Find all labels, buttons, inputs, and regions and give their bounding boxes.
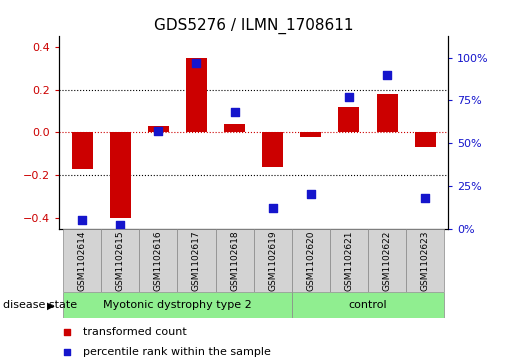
Bar xyxy=(292,229,330,292)
Bar xyxy=(376,94,398,132)
Text: GSM1102622: GSM1102622 xyxy=(383,230,391,291)
Bar xyxy=(215,229,253,292)
Bar xyxy=(63,229,101,292)
Bar xyxy=(139,229,177,292)
Point xyxy=(421,195,430,201)
Point xyxy=(154,128,162,134)
Text: disease state: disease state xyxy=(3,300,77,310)
Bar xyxy=(63,292,292,318)
Bar xyxy=(300,132,321,137)
Bar xyxy=(72,132,93,169)
Text: GSM1102615: GSM1102615 xyxy=(116,230,125,291)
Point xyxy=(345,94,353,100)
Text: GSM1102618: GSM1102618 xyxy=(230,230,239,291)
Bar xyxy=(368,229,406,292)
Point xyxy=(383,72,391,78)
Point xyxy=(230,110,238,115)
Point xyxy=(78,217,86,223)
Text: ▶: ▶ xyxy=(47,300,55,310)
Point xyxy=(192,60,200,66)
Bar xyxy=(186,58,207,132)
Bar xyxy=(330,229,368,292)
Text: GSM1102614: GSM1102614 xyxy=(78,230,87,291)
Title: GDS5276 / ILMN_1708611: GDS5276 / ILMN_1708611 xyxy=(154,17,353,33)
Text: GSM1102620: GSM1102620 xyxy=(306,230,315,291)
Point xyxy=(63,350,71,355)
Bar xyxy=(262,132,283,167)
Text: GSM1102623: GSM1102623 xyxy=(421,230,430,291)
Point xyxy=(307,192,315,197)
Bar xyxy=(338,107,359,132)
Bar xyxy=(177,229,215,292)
Text: Myotonic dystrophy type 2: Myotonic dystrophy type 2 xyxy=(103,300,252,310)
Bar xyxy=(292,292,444,318)
Text: transformed count: transformed count xyxy=(82,327,186,337)
Text: GSM1102621: GSM1102621 xyxy=(345,230,353,291)
Bar xyxy=(148,126,169,132)
Text: GSM1102617: GSM1102617 xyxy=(192,230,201,291)
Bar xyxy=(224,124,245,132)
Text: percentile rank within the sample: percentile rank within the sample xyxy=(82,347,270,357)
Bar xyxy=(253,229,292,292)
Bar xyxy=(415,132,436,147)
Text: GSM1102616: GSM1102616 xyxy=(154,230,163,291)
Text: control: control xyxy=(349,300,387,310)
Bar xyxy=(406,229,444,292)
Point xyxy=(116,223,124,228)
Point xyxy=(269,205,277,211)
Bar xyxy=(101,229,139,292)
Bar xyxy=(110,132,131,218)
Point xyxy=(63,329,71,334)
Text: GSM1102619: GSM1102619 xyxy=(268,230,277,291)
